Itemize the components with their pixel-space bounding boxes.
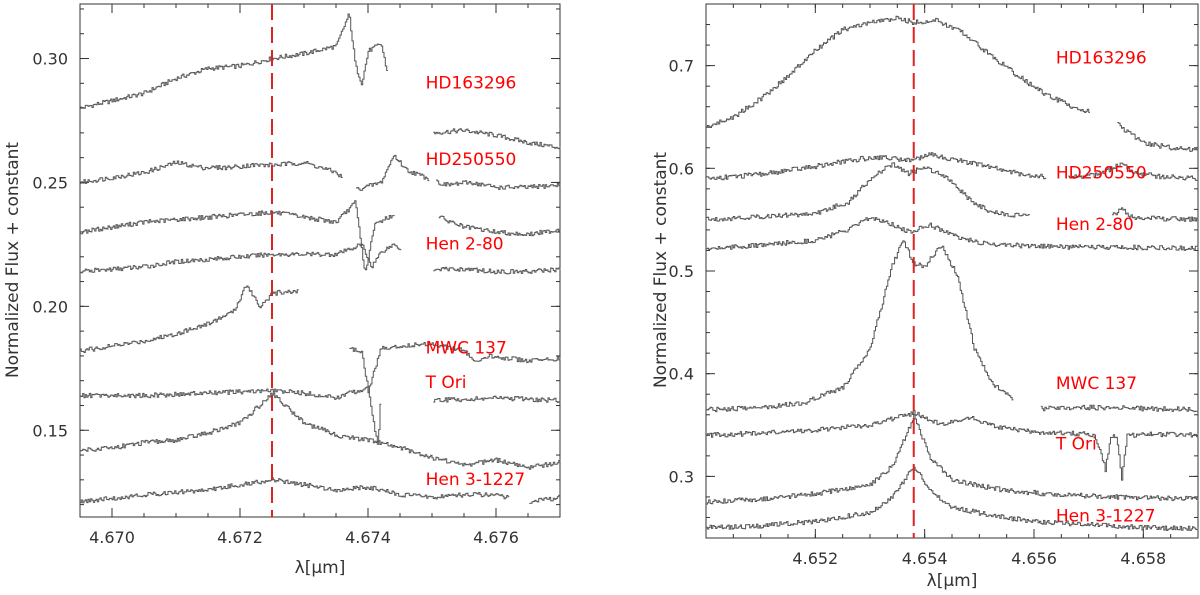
spectrum-line	[80, 385, 561, 445]
star-label: T Ori	[1055, 435, 1097, 455]
left-panel: 4.670 4.672 4.674 4.676 0.15 0.20 0.25 0.30 HD1…	[3, 3, 561, 578]
star-label: HD163296	[426, 73, 517, 93]
spectrum-line	[706, 152, 1199, 181]
ytick-label: 0.20	[32, 297, 68, 316]
xtick-label: 4.654	[902, 549, 948, 568]
right-star-labels: HD163296 HD250550 Hen 2-80 MWC 137 T Ori Hen …	[1055, 49, 1156, 527]
left-xlabel: λ[μm]	[295, 558, 346, 578]
star-label: T Ori	[425, 373, 467, 393]
xtick-label: 4.670	[89, 528, 135, 547]
spectrum-line	[706, 162, 1199, 222]
spectrum-line	[80, 392, 561, 470]
star-label: HD250550	[1056, 164, 1147, 184]
ytick-label: 0.25	[32, 173, 68, 192]
star-label: Hen 2-80	[426, 234, 504, 254]
spectrum-line	[80, 154, 561, 191]
star-label: HD163296	[1056, 49, 1147, 69]
star-label: Hen 3-1227	[1056, 507, 1156, 527]
right-spectra	[706, 15, 1199, 531]
right-xlabel: λ[μm]	[927, 571, 978, 591]
xtick-label: 4.652	[792, 549, 838, 568]
spectrum-line	[80, 200, 561, 271]
ytick-label: 0.30	[32, 50, 68, 69]
star-label: MWC 137	[426, 338, 507, 358]
star-label: Hen 2-80	[1056, 215, 1134, 235]
xtick-label: 4.674	[345, 528, 391, 547]
star-label: Hen 3-1227	[426, 470, 526, 490]
spectrum-line	[706, 414, 1199, 505]
ytick-label: 0.4	[669, 365, 694, 384]
spectrum-line	[706, 466, 1199, 531]
left-ylabel: Normalized Flux + constant	[3, 142, 23, 378]
ytick-label: 0.6	[669, 159, 694, 178]
spectrum-line	[80, 477, 561, 504]
left-star-labels: HD163296 HD250550 Hen 2-80 MWC 137 T Ori Hen …	[425, 73, 526, 490]
left-ticks: 4.670 4.672 4.674 4.676 0.15 0.20 0.25 0.30	[32, 4, 561, 547]
spectrum-line	[706, 217, 1199, 251]
right-ylabel: Normalized Flux + constant	[651, 152, 671, 388]
star-label: HD250550	[426, 150, 517, 170]
spectrum-line	[80, 285, 561, 394]
spectrum-line	[80, 243, 561, 275]
xtick-label: 4.676	[473, 528, 519, 547]
xtick-label: 4.672	[217, 528, 263, 547]
right-panel: 4.652 4.654 4.656 4.658 0.3 0.4 0.5 0.6 0.7 HD16…	[651, 3, 1199, 591]
spectrum-line	[80, 13, 561, 150]
spectrum-line	[706, 15, 1199, 152]
ytick-label: 0.3	[669, 467, 694, 486]
left-spectra	[80, 13, 561, 504]
spectrum-line	[706, 410, 1199, 481]
ytick-label: 0.7	[669, 57, 694, 76]
right-ticks: 4.652 4.654 4.656 4.658 0.3 0.4 0.5 0.6 0.7	[669, 4, 1199, 568]
star-label: MWC 137	[1056, 374, 1137, 394]
xtick-label: 4.656	[1011, 549, 1057, 568]
ytick-label: 0.15	[32, 421, 68, 440]
left-plot-frame	[79, 3, 561, 518]
xtick-label: 4.658	[1120, 549, 1166, 568]
spectrum-line	[706, 240, 1199, 413]
ytick-label: 0.5	[669, 262, 694, 281]
